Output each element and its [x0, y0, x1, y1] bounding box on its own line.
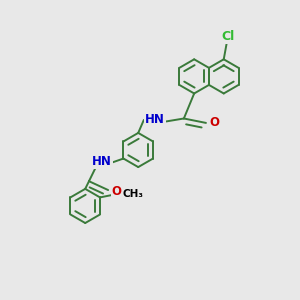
Text: O: O: [209, 116, 219, 129]
Text: HN: HN: [145, 113, 165, 127]
Text: CH₃: CH₃: [123, 190, 144, 200]
Text: HN: HN: [92, 155, 112, 168]
Text: O: O: [111, 185, 122, 198]
Text: Cl: Cl: [221, 30, 235, 43]
